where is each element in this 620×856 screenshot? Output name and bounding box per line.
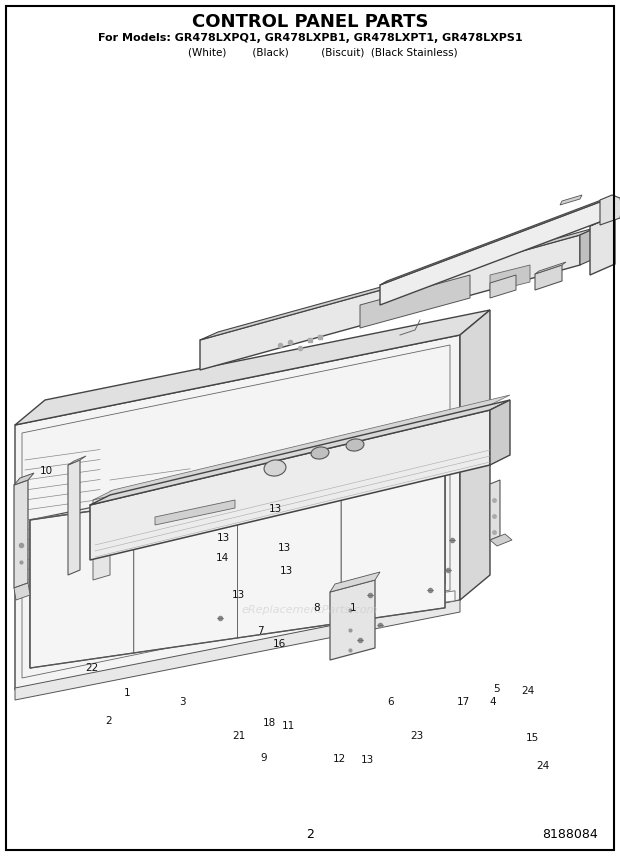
Polygon shape [490,265,530,292]
Text: 13: 13 [280,566,293,576]
Text: 12: 12 [333,754,347,764]
Polygon shape [605,196,615,220]
Polygon shape [535,265,562,290]
Polygon shape [134,490,237,653]
Text: 2: 2 [105,716,112,726]
Polygon shape [237,475,341,638]
Text: 10: 10 [40,466,53,476]
Polygon shape [255,603,355,627]
Text: 13: 13 [361,755,374,765]
Polygon shape [380,200,605,305]
Polygon shape [90,400,510,505]
Polygon shape [15,310,490,425]
Text: 23: 23 [410,731,423,741]
Polygon shape [330,580,375,660]
Text: 4: 4 [490,697,496,707]
Text: 13: 13 [269,504,283,514]
Polygon shape [590,213,620,226]
Polygon shape [15,335,460,690]
Text: 11: 11 [281,721,295,731]
Polygon shape [68,456,86,465]
Text: 22: 22 [85,663,99,673]
Polygon shape [35,633,135,656]
Polygon shape [15,600,460,700]
Polygon shape [30,435,445,668]
Text: 1: 1 [124,688,130,698]
Polygon shape [145,618,245,641]
Polygon shape [93,495,110,580]
Polygon shape [490,400,510,465]
Polygon shape [93,395,510,500]
Text: 21: 21 [232,731,246,741]
Polygon shape [535,262,566,274]
Text: 13: 13 [277,543,291,553]
Text: 13: 13 [232,590,246,600]
Polygon shape [380,196,612,285]
Polygon shape [200,235,580,370]
Ellipse shape [346,439,364,451]
Text: 18: 18 [263,718,277,728]
Polygon shape [580,227,598,265]
Text: 1: 1 [350,603,356,613]
Polygon shape [14,583,30,600]
Polygon shape [490,534,512,546]
Polygon shape [490,275,516,298]
Polygon shape [30,505,134,668]
Text: eReplacementParts.com: eReplacementParts.com [242,605,378,615]
Polygon shape [590,215,615,275]
Text: (White)        (Black)          (Biscuit)  (Black Stainless): (White) (Black) (Biscuit) (Black Stainle… [162,47,458,57]
Text: 3: 3 [180,697,186,707]
Polygon shape [355,591,455,614]
Text: 14: 14 [215,553,229,563]
Text: CONTROL PANEL PARTS: CONTROL PANEL PARTS [192,13,428,31]
Polygon shape [600,195,620,225]
Text: 6: 6 [388,697,394,707]
Text: 13: 13 [216,532,230,543]
Polygon shape [341,460,445,623]
Text: For Models: GR478LXPQ1, GR478LXPB1, GR478LXPT1, GR478LXPS1: For Models: GR478LXPQ1, GR478LXPB1, GR47… [98,33,522,43]
Text: 16: 16 [272,639,286,649]
Text: 24: 24 [536,761,549,771]
Polygon shape [90,410,490,560]
Text: 2: 2 [306,829,314,841]
Text: 8188084: 8188084 [542,829,598,841]
Polygon shape [330,572,380,592]
Polygon shape [155,500,235,525]
Polygon shape [490,480,500,540]
Polygon shape [200,227,598,340]
Polygon shape [14,473,34,485]
Text: 9: 9 [260,752,267,763]
Text: 8: 8 [313,603,319,613]
Ellipse shape [264,460,286,476]
Ellipse shape [311,447,329,459]
Text: 5: 5 [493,684,499,694]
Polygon shape [460,310,490,600]
Text: 15: 15 [525,733,539,743]
Text: 17: 17 [457,697,471,707]
Polygon shape [360,275,470,328]
Polygon shape [560,195,582,205]
Polygon shape [68,460,80,575]
Polygon shape [14,480,28,588]
Text: 24: 24 [521,686,535,696]
Text: 7: 7 [257,626,264,636]
